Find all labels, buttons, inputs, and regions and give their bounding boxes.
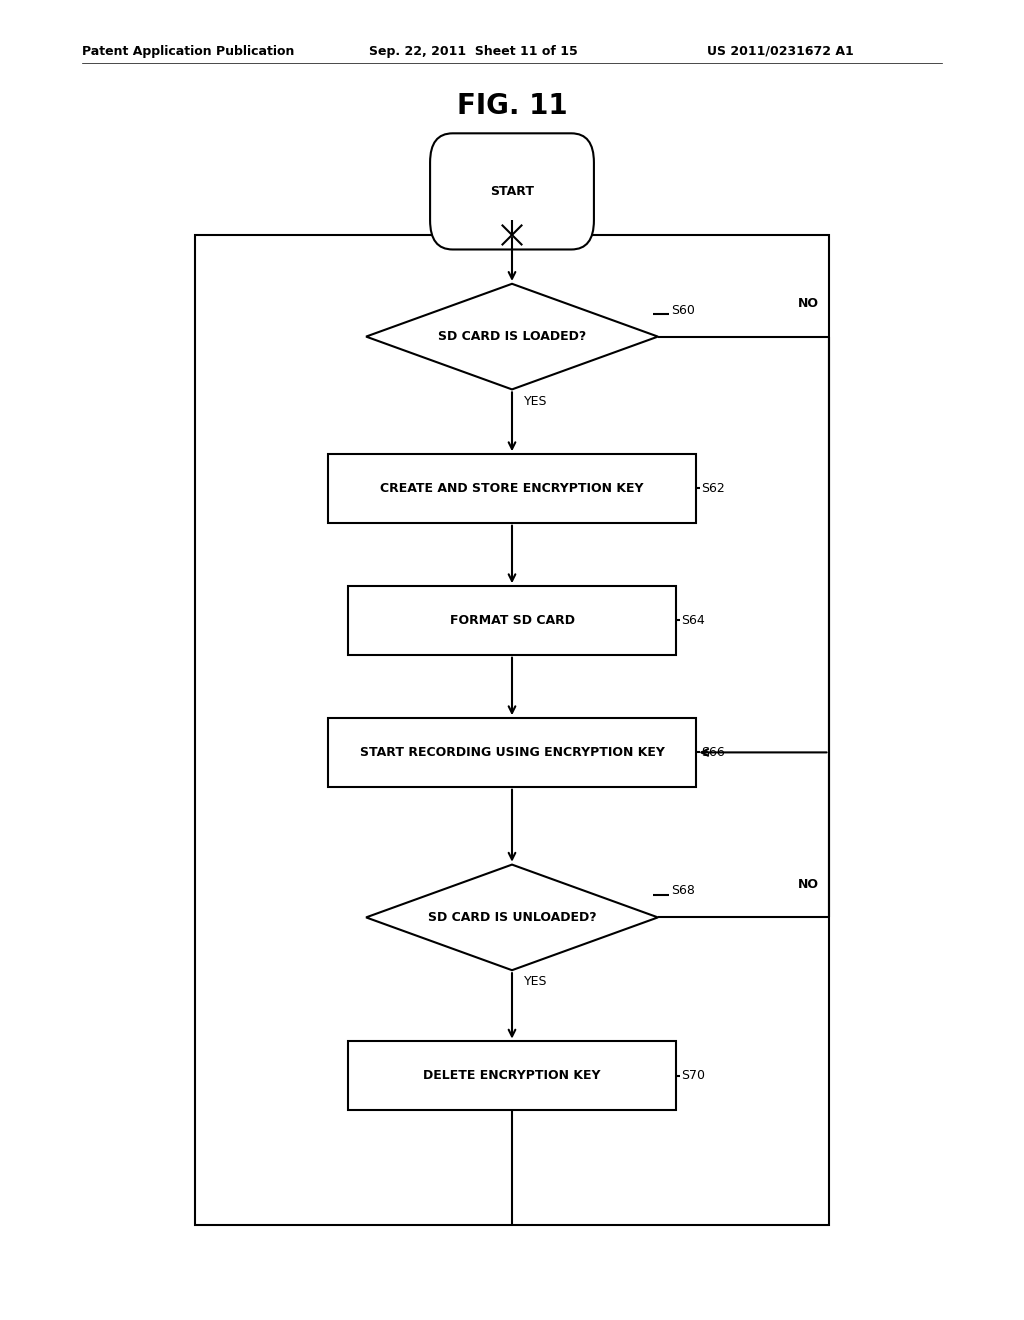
Polygon shape	[367, 284, 657, 389]
Text: SD CARD IS LOADED?: SD CARD IS LOADED?	[438, 330, 586, 343]
Text: YES: YES	[524, 395, 548, 408]
Text: NO: NO	[798, 297, 819, 310]
Text: US 2011/0231672 A1: US 2011/0231672 A1	[707, 45, 853, 58]
Polygon shape	[367, 865, 657, 970]
Bar	[328, 454, 696, 523]
Text: S60: S60	[672, 304, 695, 317]
Text: S62: S62	[701, 482, 725, 495]
Bar	[195, 235, 829, 1225]
Text: Patent Application Publication: Patent Application Publication	[82, 45, 294, 58]
Text: NO: NO	[798, 878, 819, 891]
Bar	[348, 1041, 676, 1110]
Text: CREATE AND STORE ENCRYPTION KEY: CREATE AND STORE ENCRYPTION KEY	[380, 482, 644, 495]
Text: Sep. 22, 2011  Sheet 11 of 15: Sep. 22, 2011 Sheet 11 of 15	[369, 45, 578, 58]
Text: DELETE ENCRYPTION KEY: DELETE ENCRYPTION KEY	[423, 1069, 601, 1082]
Text: START: START	[490, 185, 534, 198]
Text: YES: YES	[524, 975, 548, 989]
Text: SD CARD IS UNLOADED?: SD CARD IS UNLOADED?	[428, 911, 596, 924]
Text: FIG. 11: FIG. 11	[457, 92, 567, 120]
Text: S70: S70	[681, 1069, 705, 1082]
Bar	[348, 586, 676, 655]
Text: FORMAT SD CARD: FORMAT SD CARD	[450, 614, 574, 627]
Text: S64: S64	[681, 614, 705, 627]
Text: S66: S66	[701, 746, 725, 759]
Bar	[328, 718, 696, 787]
Text: S68: S68	[672, 884, 695, 898]
Text: START RECORDING USING ENCRYPTION KEY: START RECORDING USING ENCRYPTION KEY	[359, 746, 665, 759]
FancyBboxPatch shape	[430, 133, 594, 249]
